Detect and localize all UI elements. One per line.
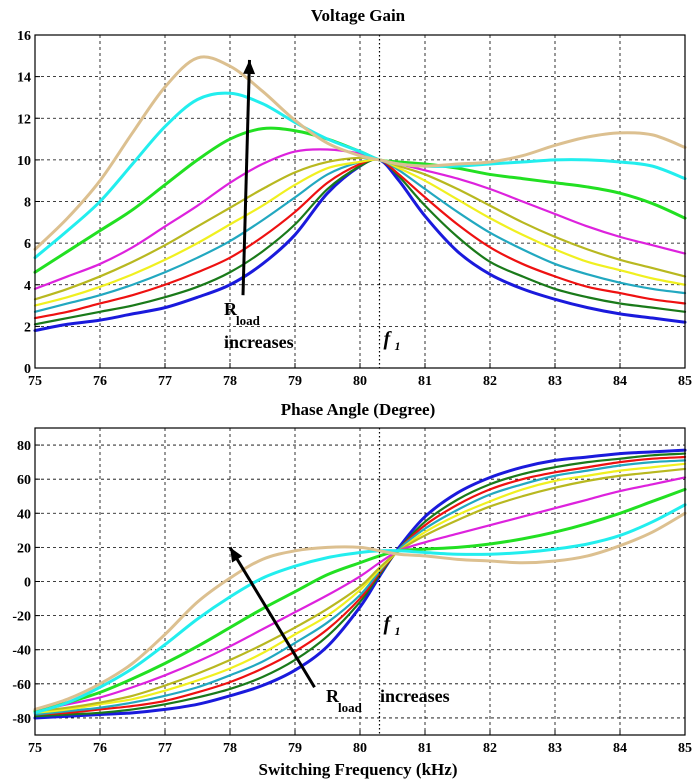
x-tick-label: 76	[93, 374, 107, 389]
rload-arrow	[241, 59, 251, 296]
x-tick-label: 79	[288, 741, 302, 756]
voltage-gain-chart: Voltage Gain 75 76 77 78 79 80 81 82 83 84 8502468…	[17, 6, 692, 389]
series-line-r7	[33, 148, 687, 291]
x-tick-label: 75	[28, 741, 42, 756]
rload-label-sub: load	[338, 700, 363, 715]
f1-label-sub: 1	[395, 624, 401, 638]
series-line-r8	[33, 487, 687, 713]
x-tick-label: 77	[158, 374, 172, 389]
voltage-gain-frame	[34, 34, 686, 369]
x-tick-label: 79	[288, 374, 302, 389]
phase-angle-series	[33, 448, 687, 720]
rload-label: R	[326, 686, 340, 706]
y-tick-label: -40	[12, 644, 31, 659]
series-line-r9	[33, 91, 687, 260]
y-tick-label: 14	[17, 71, 31, 86]
x-tick-label: 84	[613, 374, 627, 389]
x-tick-label: 76	[93, 741, 107, 756]
x-tick-label: 85	[678, 374, 692, 389]
y-tick-label: 0	[24, 362, 31, 377]
series-line-r9	[33, 503, 687, 715]
series-line-r3	[33, 455, 687, 716]
x-tick-label: 82	[483, 741, 497, 756]
x-axis-label: Switching Frequency (kHz)	[259, 760, 458, 779]
f1-label: f	[384, 328, 393, 350]
voltage-gain-grid	[35, 35, 685, 368]
series-line-r7	[33, 476, 687, 713]
series-line-r5	[33, 158, 687, 307]
series-line-r2	[33, 452, 687, 718]
x-tick-label: 83	[548, 741, 562, 756]
x-tick-label: 77	[158, 741, 172, 756]
y-tick-label: 12	[17, 112, 31, 127]
x-tick-label: 80	[353, 741, 367, 756]
rload-label-sub: load	[236, 313, 261, 328]
x-tick-label: 78	[223, 741, 237, 756]
voltage-gain-title: Voltage Gain	[311, 6, 406, 25]
y-tick-label: 60	[17, 473, 31, 488]
y-tick-label: -80	[12, 712, 31, 727]
rload-arrow	[228, 546, 316, 689]
x-tick-label: 85	[678, 741, 692, 756]
series-line-r10	[33, 511, 687, 711]
y-tick-label: 8	[24, 196, 31, 211]
phase-angle-title: Phase Angle (Degree)	[281, 400, 436, 419]
phase-angle-chart: Phase Angle (Degree) 75 76 77 78 79 80 81 82 83 8…	[12, 400, 692, 779]
series-line-r4	[33, 459, 687, 716]
series-line-r5	[33, 462, 687, 714]
series-line-r1	[33, 448, 687, 720]
y-tick-label: 16	[17, 29, 31, 44]
phase-angle-grid	[35, 428, 685, 735]
x-tick-label: 80	[353, 374, 367, 389]
x-tick-label: 81	[418, 741, 432, 756]
voltage-gain-series	[33, 55, 687, 333]
increases-label: increases	[380, 686, 450, 706]
y-tick-label: 0	[24, 576, 31, 591]
x-tick-label: 78	[223, 374, 237, 389]
x-tick-label: 84	[613, 741, 627, 756]
y-tick-label: 40	[17, 507, 31, 522]
y-tick-label: 2	[24, 320, 31, 335]
rload-arrowhead	[243, 59, 256, 75]
y-tick-label: 20	[17, 541, 31, 556]
f1-label-sub: 1	[395, 339, 401, 353]
x-tick-label: 82	[483, 374, 497, 389]
rload-label: R	[224, 299, 238, 319]
rload-arrowhead	[230, 547, 243, 563]
y-tick-label: 4	[24, 279, 31, 294]
y-tick-label: 80	[17, 439, 31, 454]
voltage-gain-ticks: 75 76 77 78 79 80 81 82 83 84 85 0 2 4 6 8 10 12 14 16	[17, 29, 692, 389]
x-tick-label: 81	[418, 374, 432, 389]
phase-angle-ticks: 75 76 77 78 79 80 81 82 83 84 85 -80 -60 -40 -20 0 20 40 6…	[12, 439, 692, 756]
y-tick-label: 6	[24, 237, 31, 252]
y-tick-label: 10	[17, 154, 31, 169]
y-tick-label: -60	[12, 678, 31, 693]
phase-angle-frame	[34, 427, 686, 736]
series-line-r10	[33, 55, 687, 251]
x-tick-label: 83	[548, 374, 562, 389]
y-tick-label: -20	[12, 610, 31, 625]
x-tick-label: 75	[28, 374, 42, 389]
series-line-r6	[33, 467, 687, 713]
f1-label: f	[384, 613, 393, 635]
increases-label: increases	[224, 332, 294, 352]
